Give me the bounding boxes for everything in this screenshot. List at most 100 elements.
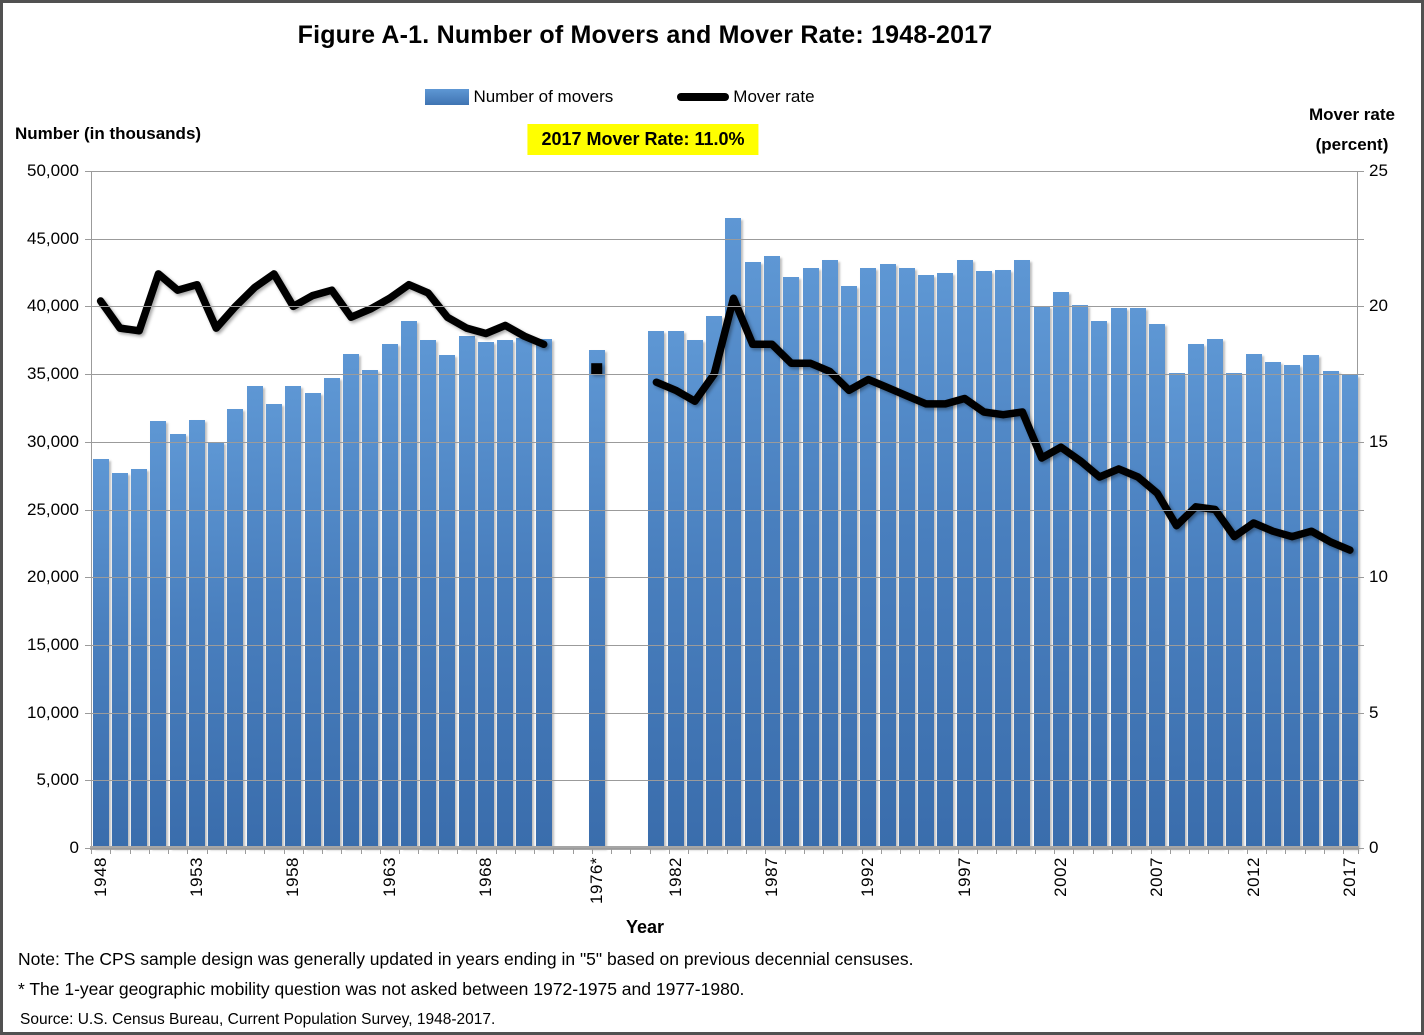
left-axis-tick-label: 20,000 xyxy=(27,567,79,587)
right-axis-tick xyxy=(1358,848,1364,849)
x-axis-tick xyxy=(1015,848,1017,854)
movers-bar-1995 xyxy=(918,275,935,848)
movers-bar-1992 xyxy=(860,268,877,848)
gridline xyxy=(91,171,1358,172)
x-axis-tick xyxy=(206,848,208,854)
x-axis-year-label: 2007 xyxy=(1147,857,1167,897)
x-axis-tick xyxy=(225,848,227,854)
legend-item-movers: Number of movers xyxy=(425,87,613,107)
movers-bar-1991 xyxy=(841,286,858,848)
right-axis-tick xyxy=(1358,171,1364,172)
x-axis-tick xyxy=(399,848,401,854)
movers-bar-1984 xyxy=(706,315,723,848)
movers-bar-1996 xyxy=(937,272,954,848)
x-axis-year-label: 1958 xyxy=(283,857,303,897)
x-axis-year-label: 1992 xyxy=(858,857,878,897)
x-axis-tick xyxy=(514,848,516,854)
x-axis-tick xyxy=(745,848,747,854)
gridline xyxy=(91,306,1358,308)
x-axis-tick xyxy=(572,848,574,854)
x-axis-tick xyxy=(1150,848,1152,854)
x-axis-tick xyxy=(457,848,459,854)
x-axis-tick xyxy=(476,848,478,854)
left-axis-tick-label: 30,000 xyxy=(27,431,79,451)
right-axis-tick xyxy=(1358,374,1364,376)
movers-bar-1956 xyxy=(246,386,263,848)
x-axis-tick xyxy=(880,848,882,854)
left-axis-tick-label: 45,000 xyxy=(27,228,79,248)
movers-bar-1986 xyxy=(744,261,761,848)
x-axis-tick xyxy=(996,848,998,854)
x-axis-tick xyxy=(919,848,921,854)
left-axis-tick xyxy=(85,441,91,443)
left-axis-tick xyxy=(85,171,91,172)
movers-bar-1957 xyxy=(266,403,282,848)
movers-bar-1949 xyxy=(111,472,128,848)
x-axis-tick xyxy=(591,848,593,854)
x-axis-tick xyxy=(977,848,979,854)
x-axis-tick xyxy=(1034,848,1036,854)
x-axis-tick xyxy=(1246,848,1248,854)
movers-bar-1989 xyxy=(802,268,819,848)
movers-bar-1969 xyxy=(497,340,514,848)
x-axis-tick xyxy=(1266,848,1268,854)
movers-bar-1988 xyxy=(783,276,800,848)
movers-bar-1964 xyxy=(400,321,417,848)
movers-bar-1955 xyxy=(227,409,244,848)
gridline xyxy=(91,374,1358,376)
left-axis-tick-label: 5,000 xyxy=(36,770,79,790)
x-axis-tick xyxy=(1131,848,1133,854)
x-axis-year-label: 1963 xyxy=(379,857,399,897)
left-axis-tick-label: 40,000 xyxy=(27,296,79,316)
right-axis-tick-label: 5 xyxy=(1369,702,1379,722)
movers-bar-1993 xyxy=(879,264,896,848)
x-axis-tick xyxy=(938,848,940,854)
right-axis-tick xyxy=(1358,238,1364,240)
x-axis-tick xyxy=(1189,848,1191,854)
x-axis-tick xyxy=(168,848,170,854)
movers-bar-1961 xyxy=(343,353,360,848)
x-axis-tick xyxy=(842,848,844,854)
left-axis-tick xyxy=(85,712,91,714)
x-axis-title: Year xyxy=(625,917,665,937)
x-axis-year-label: 1976* xyxy=(586,857,606,904)
movers-bar-1985 xyxy=(725,218,742,848)
left-axis-tick xyxy=(85,780,91,782)
x-axis-tick xyxy=(322,848,324,854)
movers-bar-1950 xyxy=(131,468,148,848)
x-axis-tick xyxy=(861,848,863,854)
movers-bar-1948 xyxy=(92,459,109,848)
right-axis-tick xyxy=(1358,577,1364,579)
legend: Number of movers Mover rate xyxy=(3,87,1237,107)
gridline xyxy=(91,577,1358,579)
x-axis-year-label: 1968 xyxy=(475,857,495,897)
movers-bar-1951 xyxy=(150,421,167,848)
x-axis-year-label: 1987 xyxy=(761,857,781,897)
right-axis-title-line1: Mover rate xyxy=(1309,105,1395,124)
movers-bar-2000 xyxy=(1014,260,1031,848)
mover-rate-line xyxy=(96,270,1354,554)
mover-rate-line-segment xyxy=(96,270,548,349)
x-axis-year-label: 1982 xyxy=(665,857,685,897)
x-axis-tick xyxy=(649,848,651,854)
right-axis-title: Mover rate (percent) xyxy=(1291,100,1413,160)
movers-bar-2011 xyxy=(1226,372,1243,848)
right-axis-title-line2: (percent) xyxy=(1315,134,1389,154)
right-axis-tick-label: 15 xyxy=(1369,431,1388,451)
movers-bar-1970 xyxy=(516,337,533,848)
left-axis-tick-label: 15,000 xyxy=(27,634,79,654)
mover-rate-point-1976 xyxy=(591,363,603,375)
right-axis-tick xyxy=(1358,780,1364,782)
x-axis-tick xyxy=(264,848,266,854)
x-axis-tick xyxy=(707,848,709,854)
source-line: Source: U.S. Census Bureau, Current Popu… xyxy=(20,1011,496,1028)
x-axis-tick xyxy=(688,848,690,854)
left-axis-tick xyxy=(85,644,91,646)
movers-bar-2013 xyxy=(1264,361,1281,848)
x-axis-tick xyxy=(302,848,304,854)
movers-bar-2008 xyxy=(1168,372,1185,848)
x-axis-tick xyxy=(245,848,247,854)
mover-rate-line-segment xyxy=(652,294,1354,554)
x-axis-year-label: 2002 xyxy=(1050,857,1070,897)
movers-bar-2016 xyxy=(1322,371,1339,848)
